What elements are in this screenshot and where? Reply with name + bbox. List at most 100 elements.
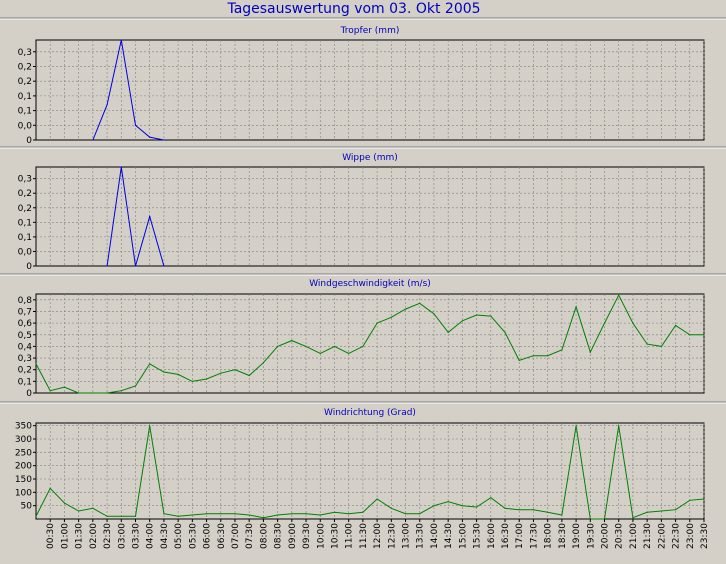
data-point [49,487,51,489]
data-point [134,124,137,126]
y-tick-label: 50 [21,502,33,512]
x-tick-label: 19:30 [586,523,596,549]
data-point [603,322,606,324]
data-point [333,511,336,513]
y-tick-label: 0,4 [18,342,33,352]
data-point [419,302,421,304]
chart-panel: Windgeschwindigkeit (m/s)00,10,20,30,40,… [18,279,705,399]
data-point [234,369,236,371]
y-tick-label: 300 [15,435,32,445]
y-tick-label: 0,2 [18,77,32,87]
x-tick-label: 06:00 [203,523,213,549]
data-point [461,320,463,322]
data-point [447,331,449,333]
data-point [149,425,151,427]
x-tick-label: 21:30 [643,523,653,549]
data-point [220,513,222,515]
data-point [120,166,122,168]
data-point [390,507,392,509]
data-point [291,513,293,515]
data-point [149,136,151,138]
data-point [703,498,705,500]
data-point [575,306,577,308]
x-tick-label: 22:00 [657,523,667,549]
y-tick-label: 0,3 [18,175,32,185]
y-tick-label: 0,1 [18,218,32,228]
panel-title: Windgeschwindigkeit (m/s) [309,279,431,289]
y-tick-label: 200 [15,462,32,472]
data-point [646,511,648,513]
data-point [589,351,591,353]
data-point [433,505,435,507]
x-tick-label: 14:30 [444,523,454,549]
data-point [561,514,563,516]
x-tick-label: 08:00 [259,523,269,549]
data-point [660,510,663,512]
x-tick-label: 13:30 [416,523,426,549]
data-point [78,392,80,394]
data-point [689,499,691,501]
x-tick-label: 07:30 [245,523,255,549]
x-axis: 00:30 01:00 01:30 02:00 02:30 03:00 03:30 04:00… [46,519,710,549]
y-tick-label: 0,0 [18,247,33,257]
x-tick-label: 10:00 [316,523,326,549]
data-point [163,371,165,373]
y-tick-label: 150 [15,475,32,485]
data-point [206,513,208,515]
series-line [35,425,705,520]
y-tick-label: 0,3 [18,354,32,364]
y-tick-label: 0,2 [18,62,32,72]
x-tick-label: 20:30 [615,523,625,549]
data-point [163,265,165,267]
data-point [206,378,208,380]
data-point [177,373,179,375]
data-point [106,392,108,394]
y-tick-label: 0 [26,389,32,399]
x-tick-label: 08:30 [274,523,284,549]
data-point [319,514,321,516]
data-point [234,513,236,515]
x-tick-label: 01:30 [75,523,85,549]
series-line [92,39,165,141]
data-point [291,340,293,342]
data-point [689,334,691,336]
data-point [277,514,279,516]
data-point [120,515,122,517]
data-point [305,345,307,347]
data-point [106,104,108,106]
data-point [632,517,634,519]
series-line [35,294,704,394]
data-point [433,313,435,315]
x-tick-label: 00:30 [46,523,56,549]
data-point [561,349,563,351]
x-tick-label: 15:00 [458,523,468,549]
y-tick-label: 100 [15,488,32,498]
data-point [490,315,492,317]
page-title: Tagesauswertung vom 03. Okt 2005 [226,1,480,17]
y-tick-label: 0,5 [18,331,32,341]
data-point [362,345,364,347]
x-tick-label: 17:00 [515,523,525,549]
x-tick-label: 13:00 [402,523,412,549]
data-point [390,316,392,318]
x-tick-label: 09:00 [288,523,298,549]
data-point [163,139,165,141]
data-point [35,363,37,365]
x-tick-label: 16:00 [487,523,497,549]
data-point [575,425,577,427]
y-tick-label: 0,8 [18,296,33,306]
panel-title: Wippe (mm) [342,153,398,163]
data-point [376,322,378,324]
data-point [490,497,492,499]
data-point [134,515,137,517]
y-tick-label: 0,7 [18,307,32,317]
data-point [476,314,478,316]
y-tick-label: 0,2 [18,204,32,214]
data-point [547,511,549,513]
panel-title: Tropfer (mm) [340,26,400,36]
data-point [333,345,336,347]
data-point [404,513,407,515]
x-tick-label: 17:30 [529,523,539,549]
data-point [191,380,193,382]
y-tick-label: 0,2 [18,189,32,199]
